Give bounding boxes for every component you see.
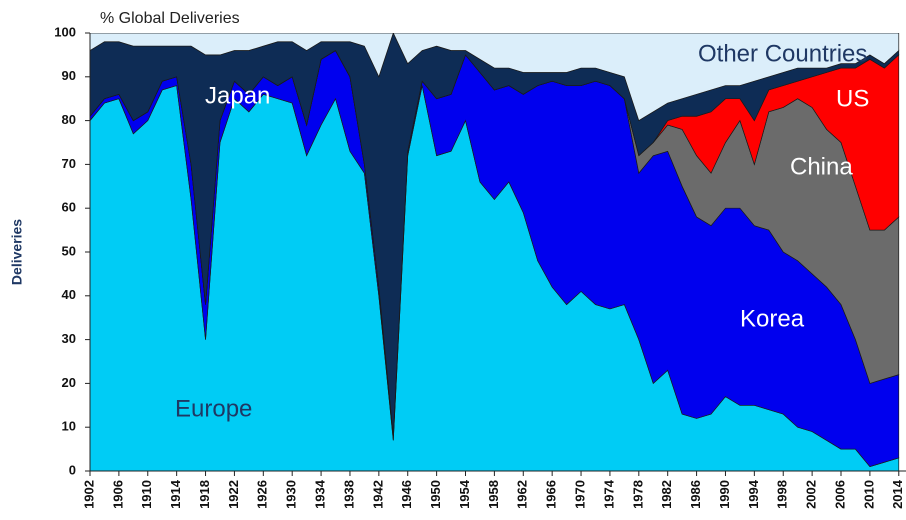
x-tick-label: 1906: [110, 480, 125, 509]
y-tick-label: 20: [62, 375, 76, 390]
x-tick-label: 1990: [717, 480, 732, 509]
y-tick-label: 10: [62, 419, 76, 434]
x-tick-label: 1998: [775, 480, 790, 509]
x-tick-label: 1994: [746, 479, 761, 509]
x-tick-label: 1966: [544, 480, 559, 509]
x-tick-label: 1930: [284, 480, 299, 509]
x-tick-label: 1950: [428, 480, 443, 509]
x-tick-label: 1958: [486, 480, 501, 509]
x-tick-label: 1918: [197, 480, 212, 509]
series-label: Europe: [175, 395, 252, 422]
x-tick-label: 2006: [832, 480, 847, 509]
plot-area: [90, 33, 900, 471]
y-tick-label: 100: [54, 24, 76, 39]
x-tick-label: 1970: [572, 480, 587, 509]
chart-title: % Global Deliveries: [100, 10, 240, 27]
x-tick-label: 1946: [399, 480, 414, 509]
series-label: Japan: [205, 82, 270, 109]
y-tick-label: 0: [69, 462, 76, 477]
y-tick-label: 70: [62, 156, 76, 171]
x-tick-label: 1914: [168, 479, 183, 509]
series-label: Korea: [740, 305, 805, 332]
x-tick-label: 1986: [688, 480, 703, 509]
x-tick-label: 1974: [601, 479, 616, 509]
y-tick-label: 50: [62, 243, 76, 258]
y-axis-label: Deliveries: [9, 219, 25, 285]
x-tick-label: 1934: [313, 479, 328, 509]
x-tick-label: 1902: [81, 480, 96, 509]
x-tick-label: 2014: [890, 479, 905, 509]
y-tick-label: 60: [62, 200, 76, 215]
x-tick-label: 2002: [804, 480, 819, 509]
area: [90, 33, 900, 122]
x-tick-label: 1926: [255, 480, 270, 509]
y-tick-label: 40: [62, 287, 76, 302]
x-tick-label: 1942: [370, 480, 385, 509]
x-tick-label: 1954: [457, 479, 472, 509]
x-tick-label: 1922: [226, 480, 241, 509]
series-label: Other Countries: [698, 40, 867, 67]
series-label: China: [790, 153, 853, 180]
x-tick-label: 1938: [341, 480, 356, 509]
x-tick-label: 2010: [861, 480, 876, 509]
x-tick-label: 1982: [659, 480, 674, 509]
series-label: US: [836, 85, 869, 112]
x-tick-label: 1962: [515, 480, 530, 509]
x-tick-label: 1978: [630, 480, 645, 509]
y-tick-label: 30: [62, 331, 76, 346]
y-tick-label: 80: [62, 112, 76, 127]
x-tick-label: 1910: [139, 480, 154, 509]
y-tick-label: 90: [62, 68, 76, 83]
